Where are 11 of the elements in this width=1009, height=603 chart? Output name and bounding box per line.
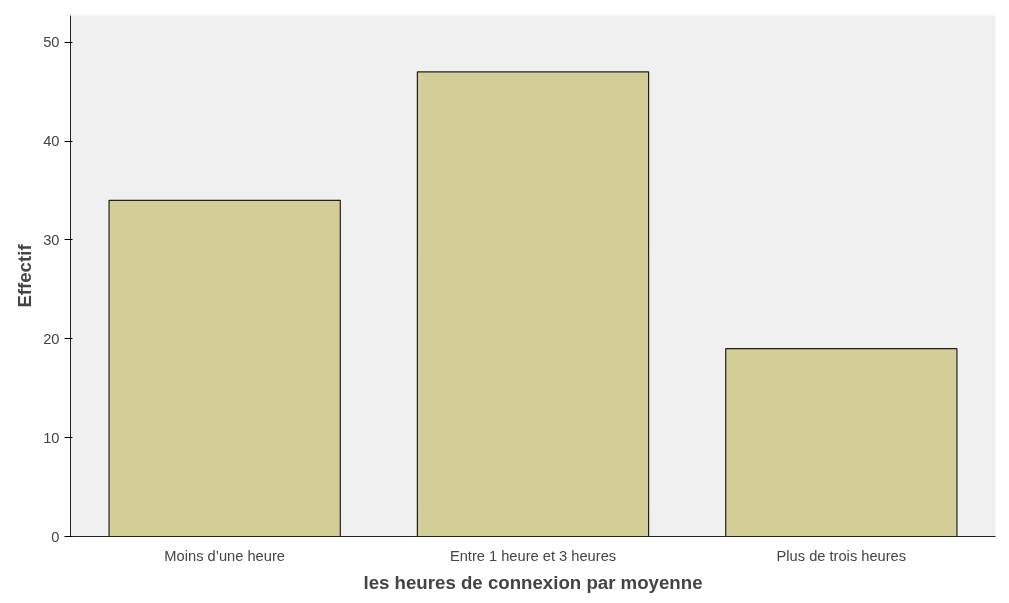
y-tick-label: 40 (43, 133, 60, 150)
x-tick-label: Entre 1 heure et 3 heures (449, 547, 617, 564)
y-tick-label: 20 (43, 330, 60, 347)
y-tick-label: 50 (43, 34, 60, 51)
y-tick-label: 0 (51, 528, 60, 545)
y-axis-title: Effectif (14, 243, 36, 308)
y-tick-label: 30 (43, 231, 60, 248)
x-tick-label: Moins d’une heure (164, 547, 285, 564)
x-axis-title: les heures de connexion par moyenne (363, 571, 703, 593)
x-tick-label: Plus de trois heures (776, 547, 907, 564)
y-tick-label: 10 (43, 429, 60, 446)
